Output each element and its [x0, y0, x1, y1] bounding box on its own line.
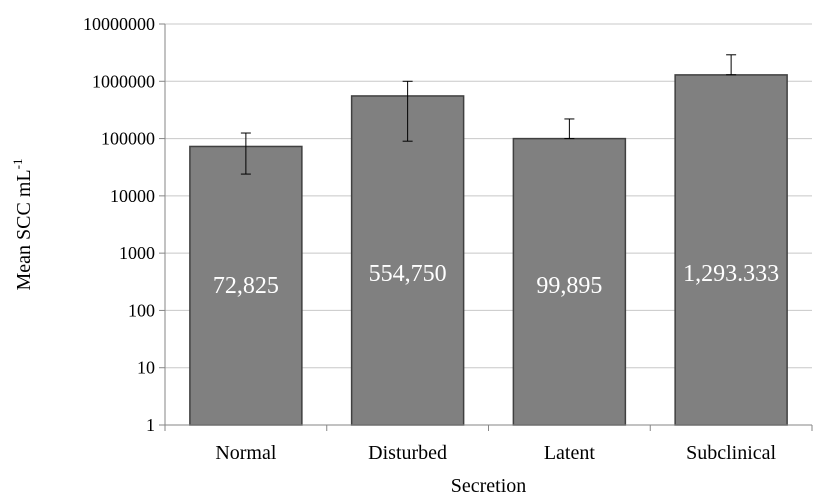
data-label: 554,750: [369, 261, 447, 287]
axes: Normal Disturbed Latent Subclinical: [164, 24, 813, 464]
data-label: 99,895: [536, 273, 602, 299]
y-tick-label: 100: [128, 300, 155, 320]
y-tick-label: 1000000: [92, 71, 155, 91]
y-tick-label: 1: [146, 415, 155, 435]
bars: 72,825 554,750 99,895 1,293.333: [189, 54, 788, 426]
y-tick-label: 1000: [119, 243, 155, 263]
bar: [512, 137, 627, 426]
y-tick-label: 100000: [101, 129, 155, 149]
bar: [189, 145, 303, 426]
x-tick-label: Disturbed: [368, 442, 447, 464]
y-axis-title: Mean SCC mL-1: [10, 159, 35, 291]
data-label: 1,293.333: [683, 261, 779, 287]
y-axis-ticks: 1 10 100 1000 10000 100000 1000000 10000000: [83, 14, 165, 435]
y-tick-label: 10000: [110, 186, 155, 206]
y-tick-label: 10: [137, 358, 155, 378]
x-tick-label: Latent: [544, 442, 596, 464]
x-tick-label: Normal: [215, 442, 277, 464]
y-axis-title-superscript: -1: [10, 159, 25, 170]
x-axis-title: Secretion: [451, 475, 527, 497]
y-tick-label: 10000000: [83, 14, 155, 34]
data-label: 72,825: [213, 273, 279, 299]
y-axis-title-main: Mean SCC mL: [13, 169, 35, 290]
x-tick-label: Subclinical: [686, 442, 776, 464]
bar: [674, 74, 788, 426]
